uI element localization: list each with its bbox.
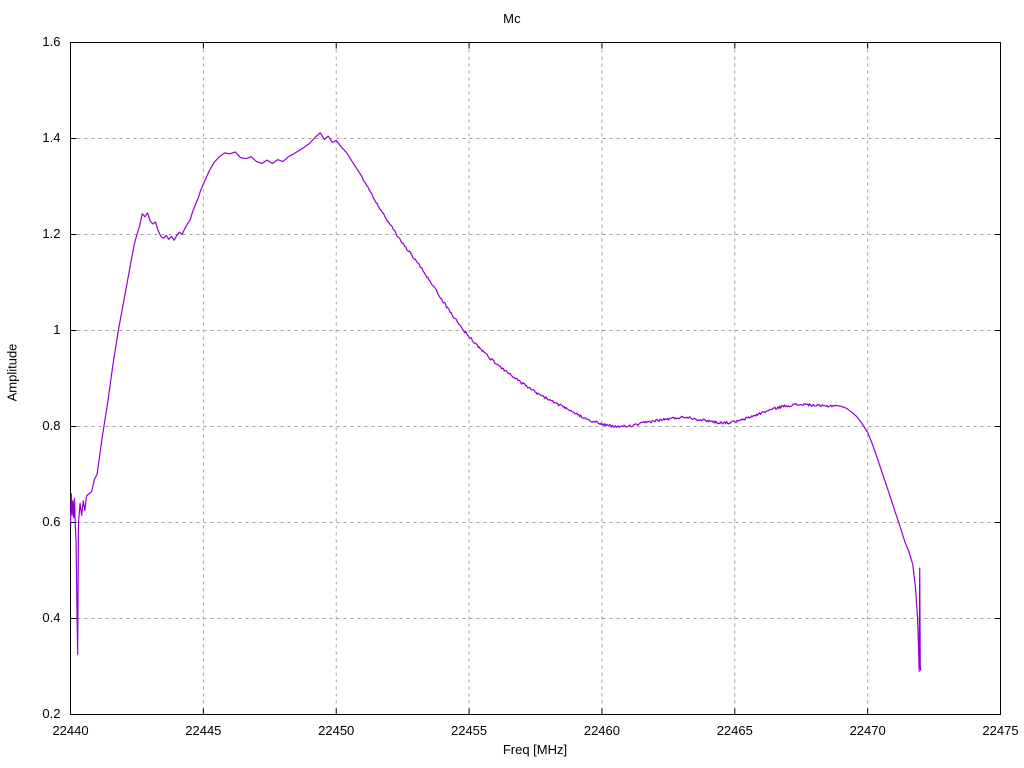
plot-border [70,42,1001,715]
y-tick-label: 0.8 [42,417,61,433]
y-tick-label: 0.2 [42,705,61,721]
x-tick-label: 22440 [52,722,89,738]
x-tick-label: 22450 [318,722,355,738]
gridlines [70,42,1001,715]
y-tick-label: 1.4 [42,129,61,145]
x-tick-label: 22445 [185,722,222,738]
chart-title: Mc [503,11,521,26]
x-axis-label: Freq [MHz] [502,742,568,757]
x-tick-label: 22455 [450,722,488,738]
y-tick-label: 0.4 [42,609,61,625]
y-tick-label: 1.2 [42,225,61,241]
x-tick-label: 22475 [982,722,1019,738]
axis-ticks [70,42,1001,715]
data-series-line [69,132,922,672]
y-tick-label: 1.6 [42,33,61,49]
x-tick-label: 22470 [849,722,886,738]
x-tick-label: 22460 [583,722,620,738]
y-tick-label: 0.6 [42,513,61,529]
x-tick-label: 22465 [716,722,753,738]
y-tick-label: 1 [53,321,61,337]
